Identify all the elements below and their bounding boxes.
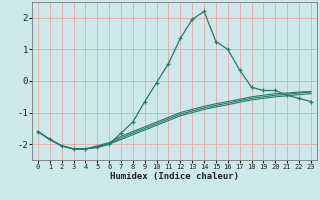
X-axis label: Humidex (Indice chaleur): Humidex (Indice chaleur)	[110, 172, 239, 181]
